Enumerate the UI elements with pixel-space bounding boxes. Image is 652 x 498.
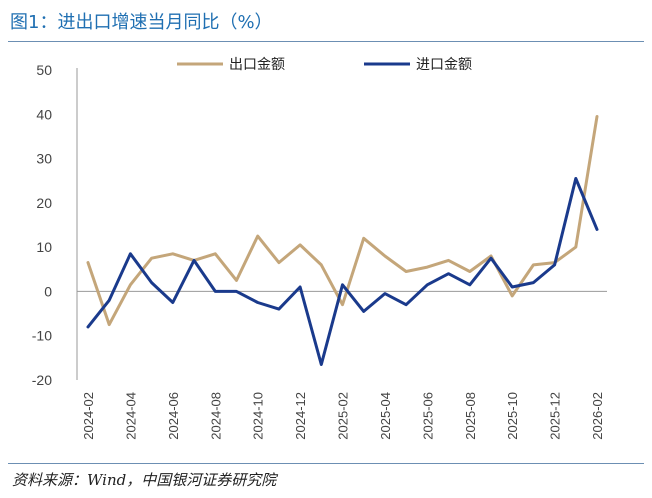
chart-title: 图1：进出口增速当月同比（%）: [10, 12, 273, 33]
legend-label-import: 进口金额: [416, 57, 472, 73]
x-tick-label: 2026-02: [590, 392, 605, 440]
series-lines: [86, 115, 599, 366]
y-tick-label: 40: [36, 106, 52, 122]
x-tick-label: 2024-04: [123, 392, 138, 440]
x-tick-label: 2025-06: [420, 392, 435, 440]
x-tick-label: 2025-12: [548, 392, 563, 440]
x-tick-label: 2025-02: [336, 392, 351, 440]
series-line-import: [86, 177, 599, 366]
x-tick-label: 2024-02: [81, 392, 96, 440]
x-tick-label: 2025-08: [463, 392, 478, 440]
x-tick-label: 2024-10: [251, 392, 266, 440]
y-tick-label: 10: [36, 239, 52, 255]
y-tick-label: 0: [44, 283, 52, 299]
x-tick-label: 2025-04: [378, 392, 393, 440]
legend: 出口金额 进口金额: [177, 57, 472, 73]
series-line-export: [86, 115, 599, 327]
legend-label-export: 出口金额: [229, 57, 285, 73]
axes: 2024-02 2024-04 2024-06 2024-08 2024-10 2024-…: [76, 68, 607, 440]
source-note: 资料来源：Wind，中国银河证券研究院: [12, 471, 277, 489]
y-tick-label: 20: [36, 195, 52, 211]
y-tick-label: -10: [32, 328, 52, 344]
y-tick-label: -20: [32, 372, 52, 388]
x-tick-label: 2024-12: [293, 392, 308, 440]
x-tick-label: 2025-10: [505, 392, 520, 440]
x-tick-label: 2024-06: [166, 392, 181, 440]
x-tick-label: 2024-08: [208, 392, 223, 440]
y-axis-ticks: -20 -10 0 10 20 30 40 50: [32, 62, 52, 388]
bottom-divider: [8, 463, 644, 464]
y-tick-label: 50: [36, 62, 52, 78]
y-tick-label: 30: [36, 151, 52, 167]
top-divider: [8, 41, 644, 42]
